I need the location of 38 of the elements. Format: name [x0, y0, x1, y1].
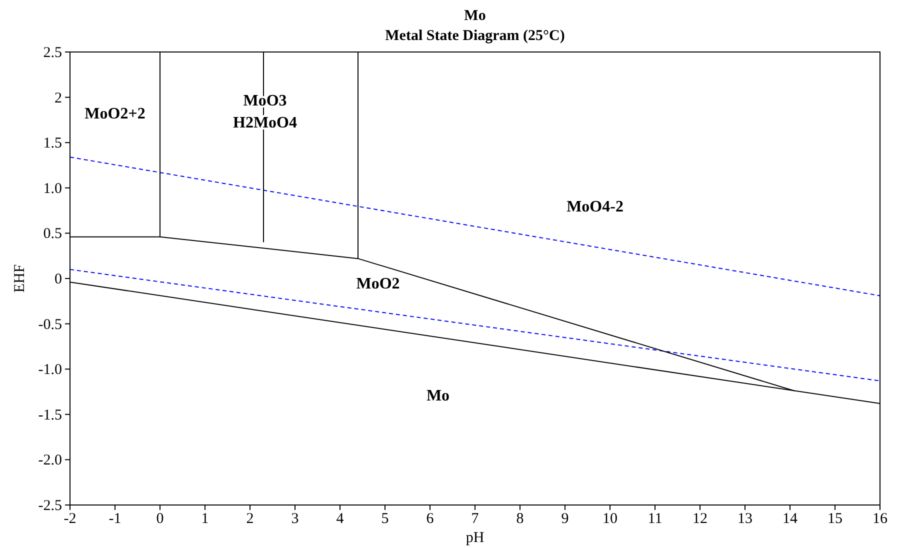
y-tick-label: 0: [54, 272, 62, 288]
y-axis-title: EHF: [12, 264, 28, 293]
x-tick-label: 7: [471, 511, 480, 527]
annotation: MoO2+2: [84, 106, 146, 123]
x-axis-title: pH: [466, 530, 484, 546]
y-tick-label: -2.0: [38, 452, 62, 469]
x-tick-label: 16: [872, 511, 888, 527]
x-tick-label: 3: [291, 511, 299, 527]
annotation: Mo: [426, 388, 450, 405]
x-tick-label: 4: [336, 511, 344, 527]
x-tick-label: 6: [426, 511, 434, 527]
y-tick-label: -2.5: [38, 498, 62, 514]
x-tick-label: 0: [156, 511, 164, 527]
x-tick-label: 14: [782, 511, 798, 527]
chart-subtitle: Metal State Diagram (25°C): [385, 28, 565, 44]
x-tick-label: -1: [108, 511, 122, 527]
x-tick-label: 5: [381, 511, 389, 527]
x-tick-label: 11: [648, 511, 662, 527]
x-tick-label: 15: [828, 511, 842, 527]
x-tick-label: 8: [516, 511, 524, 527]
x-tick-label: 2: [246, 511, 254, 527]
x-tick-label: 13: [738, 511, 752, 527]
annotation: MoO2: [356, 276, 400, 293]
y-tick-label: -1.0: [38, 362, 62, 378]
x-tick-label: -2: [64, 511, 76, 527]
y-tick-label: 1.0: [43, 180, 62, 197]
y-tick-label: -1.5: [38, 407, 62, 424]
y-tick-label: 2.5: [43, 45, 62, 61]
x-tick-label: 9: [561, 511, 569, 527]
chart-title: Mo: [464, 8, 486, 24]
y-tick-label: 0.5: [43, 226, 62, 242]
x-tick-label: 10: [602, 511, 618, 527]
x-tick-label: 12: [692, 511, 708, 527]
x-tick-label: 1: [201, 511, 209, 527]
annotation: MoO4-2: [566, 198, 624, 216]
y-tick-label: 2: [54, 90, 62, 106]
y-tick-label: -0.5: [38, 316, 62, 333]
y-tick-label: 1.5: [43, 136, 62, 152]
